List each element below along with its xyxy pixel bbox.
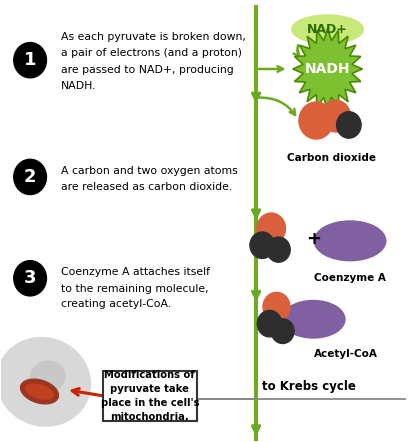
Text: A carbon and two oxygen atoms: A carbon and two oxygen atoms [61,166,237,176]
Circle shape [257,310,281,337]
Text: creating acetyl-CoA.: creating acetyl-CoA. [61,299,171,309]
Circle shape [256,213,285,244]
Text: Acetyl-CoA: Acetyl-CoA [313,349,377,359]
Text: a pair of electrons (and a proton): a pair of electrons (and a proton) [61,48,242,58]
Text: are released as carbon dioxide.: are released as carbon dioxide. [61,182,232,192]
Ellipse shape [0,338,90,426]
Circle shape [263,292,289,321]
Circle shape [270,319,293,343]
Circle shape [14,261,46,296]
Text: 1: 1 [24,51,36,69]
Circle shape [298,102,333,139]
Polygon shape [292,28,362,110]
Circle shape [14,42,46,78]
Text: +: + [305,230,320,248]
Text: NADH.: NADH. [61,81,97,91]
Text: Modifications of
pyruvate take
place in the cell's
mitochondria.: Modifications of pyruvate take place in … [100,370,199,422]
Text: NADH: NADH [304,62,349,76]
Text: to Krebs cycle: to Krebs cycle [262,380,355,393]
Circle shape [266,237,290,262]
Text: NAD+: NAD+ [306,23,347,36]
Ellipse shape [314,221,385,261]
Text: Coenzyme A attaches itself: Coenzyme A attaches itself [61,267,210,277]
FancyBboxPatch shape [103,371,196,422]
Circle shape [14,159,46,194]
Ellipse shape [25,384,53,399]
Text: 3: 3 [24,269,36,287]
Text: are passed to NAD+, producing: are passed to NAD+, producing [61,65,234,75]
Text: 2: 2 [24,168,36,186]
Text: Carbon dioxide: Carbon dioxide [286,152,375,163]
Ellipse shape [281,301,344,338]
Ellipse shape [30,361,65,392]
Text: As each pyruvate is broken down,: As each pyruvate is broken down, [61,31,245,42]
Circle shape [320,100,350,132]
Text: to the remaining molecule,: to the remaining molecule, [61,284,208,293]
Ellipse shape [291,15,362,44]
Ellipse shape [20,379,58,404]
Text: Coenzyme A: Coenzyme A [313,273,385,282]
Circle shape [336,112,360,138]
Circle shape [249,232,274,259]
